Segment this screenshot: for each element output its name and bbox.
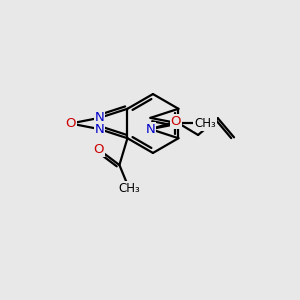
Text: N: N <box>94 123 104 136</box>
Text: N: N <box>94 111 104 124</box>
Text: CH₃: CH₃ <box>118 182 140 195</box>
Text: N: N <box>146 123 155 136</box>
Text: O: O <box>93 142 104 156</box>
Text: O: O <box>171 115 181 128</box>
Text: O: O <box>65 117 76 130</box>
Text: CH₃: CH₃ <box>194 117 216 130</box>
